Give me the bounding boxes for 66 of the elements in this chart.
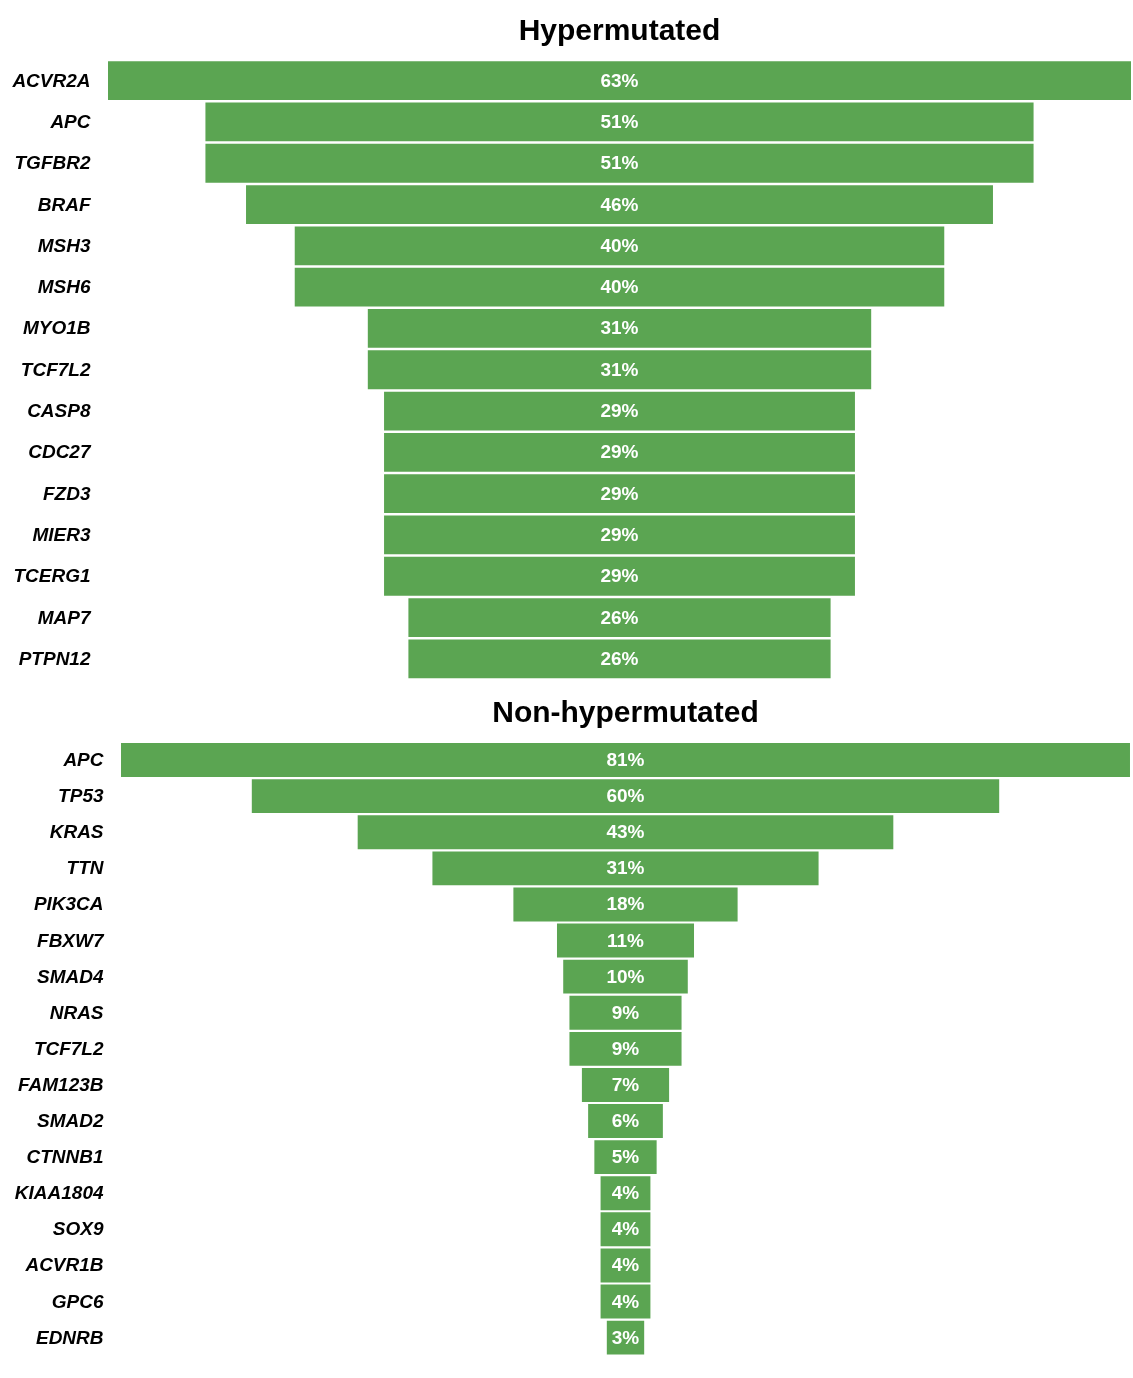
data-label: 60% (606, 784, 645, 806)
data-label: 31% (600, 317, 639, 339)
category-label: APC (62, 748, 104, 770)
category-label: SOX9 (52, 1217, 104, 1239)
category-label: MSH3 (37, 234, 91, 256)
category-label: CTNNB1 (26, 1145, 104, 1167)
data-label: 4% (611, 1253, 640, 1275)
data-label: 46% (600, 193, 639, 215)
category-label: ACVR2A (11, 69, 91, 91)
data-label: 11% (607, 929, 645, 951)
category-label: KRAS (49, 820, 104, 842)
category-label: MYO1B (22, 317, 91, 339)
category-label: GPC6 (51, 1290, 104, 1312)
category-label: APC (49, 110, 91, 132)
data-label: 29% (600, 441, 639, 463)
data-label: 9% (611, 1037, 640, 1059)
category-label: BRAF (37, 193, 92, 215)
data-label: 3% (611, 1326, 640, 1348)
data-label: 26% (600, 606, 639, 628)
category-label: MSH6 (37, 276, 91, 298)
data-label: 43% (606, 820, 645, 842)
data-label: 31% (600, 358, 639, 380)
category-label: TCF7L2 (33, 1037, 104, 1059)
data-label: 29% (600, 400, 639, 422)
data-label: 9% (611, 1001, 640, 1023)
data-label: 29% (600, 565, 639, 587)
data-label: 40% (600, 234, 639, 256)
category-label: PTPN12 (18, 647, 91, 669)
category-label: TTN (66, 856, 105, 878)
category-label: CASP8 (27, 400, 91, 422)
category-label: TGFBR2 (14, 152, 91, 174)
category-label: TCERG1 (13, 565, 91, 587)
category-label: SMAD4 (37, 965, 104, 987)
category-label: MAP7 (37, 606, 92, 628)
data-label: 31% (606, 856, 645, 878)
category-label: TP53 (58, 784, 104, 806)
data-label: 29% (600, 523, 639, 545)
data-label: 6% (611, 1109, 640, 1131)
category-label: FZD3 (43, 482, 91, 504)
category-label: ACVR1B (24, 1253, 104, 1275)
data-label: 51% (600, 152, 639, 174)
category-label: SMAD2 (37, 1109, 104, 1131)
data-label: 4% (611, 1217, 640, 1239)
data-label: 51% (600, 110, 639, 132)
category-label: PIK3CA (33, 892, 104, 914)
data-label: 81% (606, 748, 645, 770)
category-label: TCF7L2 (20, 358, 91, 380)
category-label: MIER3 (32, 523, 91, 545)
category-label: NRAS (49, 1001, 104, 1023)
text: Non-hypermutated (492, 694, 759, 728)
data-label: 4% (611, 1181, 640, 1203)
category-label: FAM123B (18, 1073, 104, 1095)
data-label: 29% (600, 482, 639, 504)
data-label: 63% (600, 69, 639, 91)
category-label: CDC27 (28, 441, 92, 463)
category-label: FBXW7 (37, 929, 105, 951)
category-label: EDNRB (35, 1326, 104, 1348)
category-label: KIAA1804 (14, 1181, 104, 1203)
data-label: 7% (611, 1073, 640, 1095)
data-label: 10% (606, 965, 645, 987)
data-label: 18% (606, 892, 645, 914)
data-label: 5% (611, 1145, 640, 1167)
data-label: 4% (611, 1290, 640, 1312)
data-label: 26% (600, 647, 639, 669)
data-label: 40% (600, 276, 639, 298)
text: Hypermutated (518, 13, 721, 46)
